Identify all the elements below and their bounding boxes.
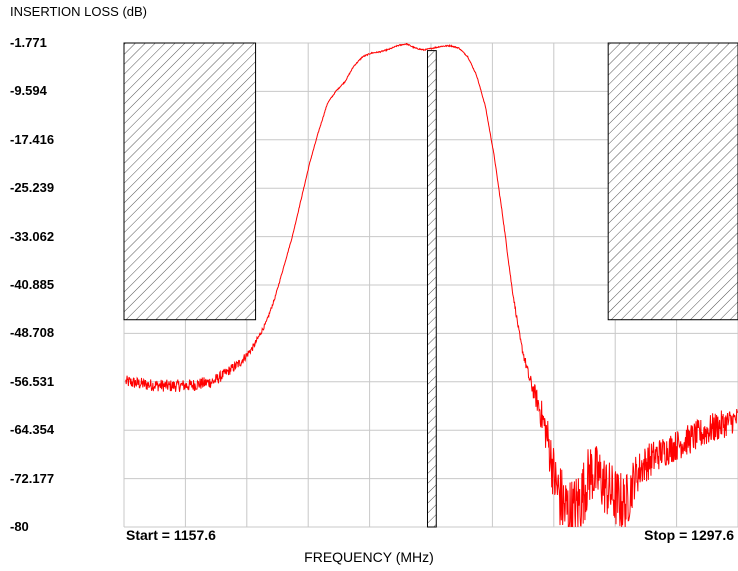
y-tick-label: -1.771: [10, 35, 47, 50]
x-axis-title: FREQUENCY (MHz): [304, 549, 434, 565]
start-frequency-label: Start = 1157.6: [126, 527, 216, 543]
y-axis-title: INSERTION LOSS (dB): [10, 4, 148, 19]
mask-region-3: [607, 42, 738, 321]
y-tick-label: -64.354: [10, 422, 55, 438]
y-tick-label: -48.708: [10, 325, 55, 341]
y-tick-label: -9.594: [10, 83, 47, 99]
mask-region-2: [426, 50, 437, 528]
y-tick-label: -33.062: [10, 228, 55, 244]
insertion-loss-trace: [125, 43, 738, 527]
y-tick-label: -40.885: [10, 277, 55, 292]
mask-regions: [123, 42, 738, 528]
y-tick-label: -17.416: [10, 131, 55, 147]
y-tick-label: -72.177: [10, 470, 55, 486]
y-tick-label: -25.239: [10, 180, 55, 196]
mask-region-1: [123, 42, 257, 321]
y-tick-label: -80: [10, 519, 29, 534]
y-tick-label: -56.531: [10, 373, 55, 389]
stop-frequency-label: Stop = 1297.6: [644, 527, 734, 543]
